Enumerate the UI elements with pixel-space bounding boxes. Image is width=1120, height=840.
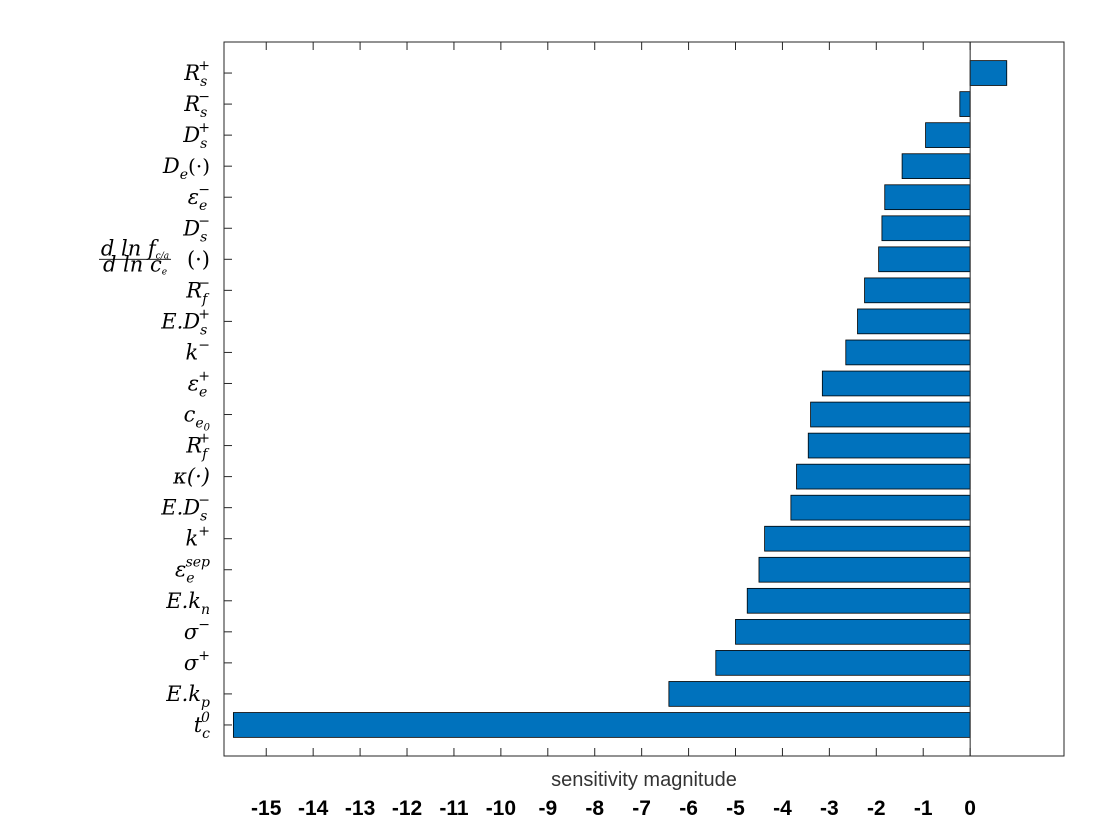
bar-Rs+ bbox=[969, 60, 1008, 86]
y-tick-label-Rf-: Rf− bbox=[185, 275, 210, 307]
y-tick-label-k-: k− bbox=[186, 337, 210, 364]
y-tick-label-kappa: κ(·) bbox=[172, 465, 210, 489]
bar-Rs- bbox=[959, 91, 971, 117]
x-tick-label: -8 bbox=[585, 797, 604, 820]
bar-De bbox=[901, 153, 971, 179]
x-tick-label: -13 bbox=[345, 797, 375, 820]
x-tick-label: -1 bbox=[914, 797, 933, 820]
y-tick-label-tc0: tc0 bbox=[194, 710, 210, 742]
y-tick-label-eps_e-: εe− bbox=[188, 182, 210, 214]
bar-eps_sep bbox=[758, 556, 971, 583]
plot-area-frame bbox=[223, 41, 1065, 757]
y-tick-label-E.Ds+: E.Ds+ bbox=[160, 306, 210, 338]
y-tick-label-Ds-: Ds− bbox=[182, 213, 210, 245]
bar-Rf+ bbox=[807, 432, 971, 459]
bar-sigma+ bbox=[715, 650, 971, 676]
x-tick-label: -12 bbox=[392, 797, 422, 820]
y-tick-label-k+: k+ bbox=[186, 524, 210, 551]
bar-E.Ds+ bbox=[857, 308, 971, 335]
x-tick-label: -5 bbox=[726, 797, 745, 820]
y-tick-label-Rs+: Rs+ bbox=[183, 58, 210, 90]
y-tick-label-E.Ds-: E.Ds− bbox=[160, 493, 210, 525]
bar-eps_e+ bbox=[821, 370, 971, 397]
x-tick-label: -9 bbox=[538, 797, 557, 820]
x-tick-label: -10 bbox=[486, 797, 516, 820]
svg-text:(·): (·) bbox=[187, 247, 210, 271]
x-tick-label: -7 bbox=[632, 797, 651, 820]
y-tick-label-E.kn: E.kn bbox=[165, 589, 210, 618]
x-tick-label: -11 bbox=[439, 797, 469, 820]
y-tick-label-E.kp: E.kp bbox=[165, 682, 210, 711]
y-tick-label-sigma-: σ− bbox=[184, 617, 210, 644]
bar-eps_e- bbox=[884, 184, 971, 211]
x-tick-label: -2 bbox=[867, 797, 886, 820]
bar-E.kp bbox=[668, 681, 971, 707]
x-tick-label: -3 bbox=[820, 797, 839, 820]
x-tick-label: -4 bbox=[773, 797, 792, 820]
y-tick-label-Ds+: Ds+ bbox=[182, 120, 210, 152]
y-tick-label-Rf+: Rf+ bbox=[185, 431, 210, 463]
y-tick-label-eps_e+: εe+ bbox=[188, 368, 210, 400]
bar-E.kn bbox=[746, 587, 971, 614]
bar-Ds- bbox=[881, 215, 971, 242]
y-tick-label-dlnf: d ln fc/ad ln ce(·) bbox=[99, 236, 210, 277]
y-tick-label-De: De(·) bbox=[162, 154, 210, 183]
bar-Ds+ bbox=[925, 122, 971, 148]
bar-kappa bbox=[796, 463, 971, 490]
bar-tc0 bbox=[232, 712, 971, 738]
y-ticks-group: Rs+Rs−Ds+De(·)εe−Ds−d ln fc/ad ln ce(·)R… bbox=[99, 58, 232, 742]
bar-ce0 bbox=[810, 401, 971, 428]
bar-E.Ds- bbox=[790, 494, 971, 521]
x-ticks-group: -15 -14 -13 -12 -11 -10 -9 -8 -7 -6 -5 -4 -3 -2 -1 0 bbox=[251, 42, 976, 820]
y-tick-label-Rs-: Rs− bbox=[183, 89, 210, 121]
x-axis-label: sensitivity magnitude bbox=[551, 769, 737, 791]
x-tick-label: -6 bbox=[679, 797, 698, 820]
bar-sigma- bbox=[735, 619, 971, 645]
bar-k+ bbox=[764, 525, 971, 552]
y-tick-label-eps_sep: εesep bbox=[175, 555, 210, 587]
x-tick-label: 0 bbox=[964, 797, 976, 820]
x-tick-label: -14 bbox=[298, 797, 329, 820]
svg-text:d ln ce: d ln ce bbox=[103, 252, 167, 277]
y-tick-label-sigma+: σ+ bbox=[184, 648, 210, 675]
bar-dlnf bbox=[878, 246, 971, 273]
y-tick-label-ce0: ce0 bbox=[184, 403, 211, 434]
bars-group bbox=[232, 60, 1008, 738]
bar-Rf- bbox=[864, 277, 971, 304]
bar-k- bbox=[845, 339, 971, 366]
x-tick-label: -15 bbox=[251, 797, 282, 820]
